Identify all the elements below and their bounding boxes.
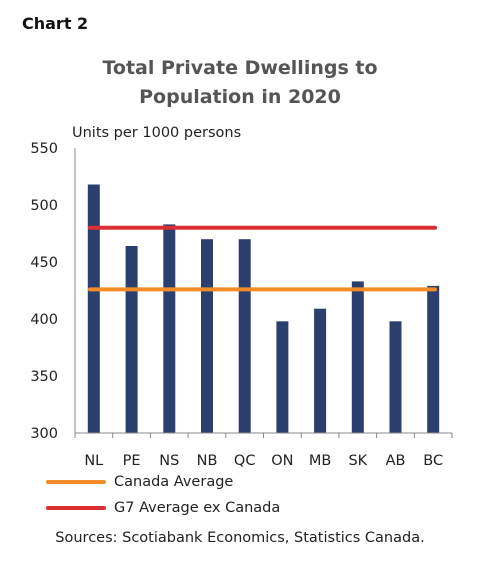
chart-title: Total Private Dwellings to Population in… [0,54,480,112]
bar-nl [87,184,100,433]
bar-mb [314,308,327,433]
bar-pe [125,246,138,433]
x-tick-label: NL [84,453,103,469]
legend-swatch-canada-average [46,480,106,484]
chart-title-line-2: Population in 2020 [139,86,341,108]
bar-ns [163,224,176,433]
legend-item-g7-average: G7 Average ex Canada [46,500,280,516]
bars [87,184,440,433]
x-tick-label: MB [309,453,331,469]
legend-item-canada-average: Canada Average [46,474,233,490]
y-tick-labels: 300 350 400 450 500 550 [30,141,58,442]
y-tick-label: 300 [30,426,58,442]
legend-label-g7-average: G7 Average ex Canada [114,500,281,516]
chart-label: Chart 2 [22,14,89,33]
y-tick-label: 450 [30,255,58,271]
source-note: Sources: Scotiabank Economics, Statistic… [55,530,425,546]
bar-on [276,321,289,433]
bar-bc [427,285,440,433]
x-tick-label: PE [123,453,141,469]
y-tick-label: 500 [30,198,58,214]
x-tick-label: SK [348,453,367,469]
x-tick-label: NS [159,453,179,469]
chart-title-line-1: Total Private Dwellings to [102,57,378,79]
legend-swatch-g7-average [46,506,106,510]
x-tick-label: ON [271,453,293,469]
x-tick-label: AB [386,453,406,469]
axes [74,148,453,438]
y-tick-label: 400 [30,312,58,328]
bar-ab [389,321,402,433]
x-tick-label: NB [197,453,218,469]
reference-lines [88,225,437,292]
x-tick-label: BC [423,453,443,469]
bar-sk [351,281,364,433]
y-axis-label: Units per 1000 persons [72,125,241,141]
x-tick-labels: NL PE NS NB QC ON MB SK AB BC [84,453,443,469]
y-tick-label: 550 [30,141,58,157]
bar-qc [238,239,251,433]
y-tick-label: 350 [30,369,58,385]
x-tick-label: QC [234,453,256,469]
bar-nb [201,239,213,433]
legend-label-canada-average: Canada Average [114,474,234,490]
